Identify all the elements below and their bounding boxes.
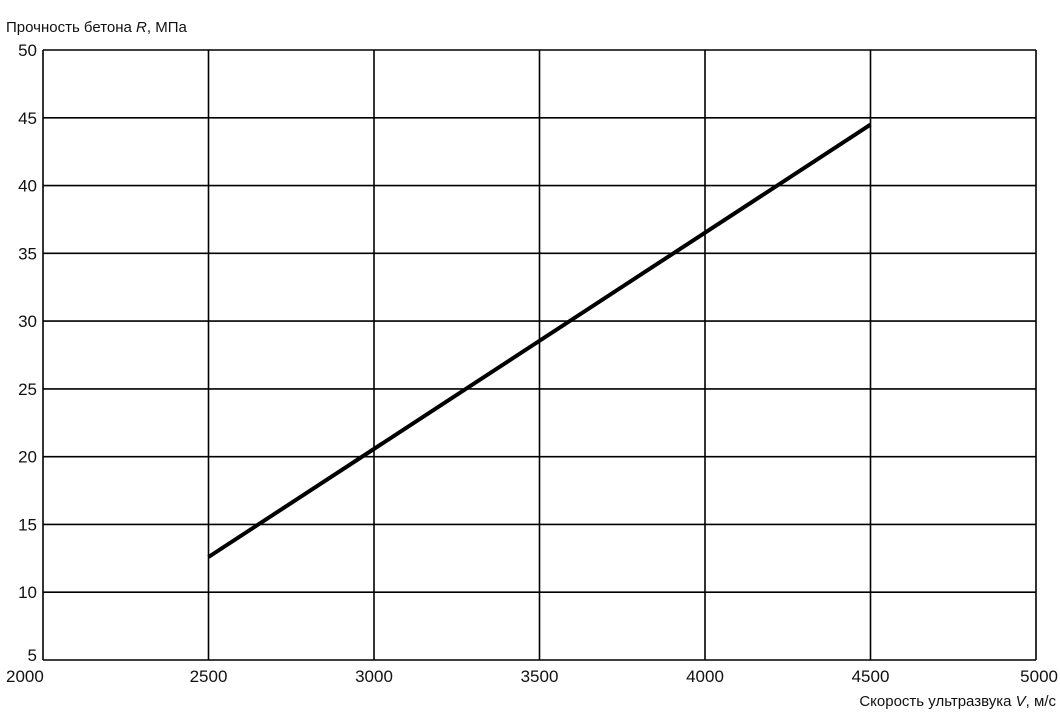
- series-layer: [207, 122, 872, 559]
- x-axis-title: Скорость ультразвука V, м/с: [859, 693, 1056, 710]
- x-tick-label: 2500: [190, 667, 228, 686]
- x-tick-label: 5000: [1020, 667, 1058, 686]
- y-axis-title: Прочность бетона R, МПа: [6, 19, 188, 36]
- y-tick-label: 5: [28, 646, 37, 665]
- x-tick-label: 4000: [686, 667, 724, 686]
- grid: [42, 49, 1037, 661]
- x-tick-label: 3500: [521, 667, 559, 686]
- series-line: [207, 122, 872, 559]
- x-tick-label: 3000: [355, 667, 393, 686]
- x-tick-label: 2000: [6, 667, 44, 686]
- y-tick-label: 40: [18, 177, 37, 196]
- y-tick-label: 10: [18, 583, 37, 602]
- y-tick-label: 35: [18, 244, 37, 263]
- y-tick-label: 20: [18, 448, 37, 467]
- tick-labels: 2000 2500 3000 3500 4000 4500 5000 5 10 15 20 25 30 3…: [6, 41, 1058, 686]
- x-tick-label: 4500: [852, 667, 890, 686]
- y-tick-label: 45: [18, 109, 37, 128]
- y-tick-label: 30: [18, 312, 37, 331]
- y-tick-label: 25: [18, 380, 37, 399]
- y-tick-label: 50: [18, 41, 37, 60]
- y-tick-label: 15: [18, 515, 37, 534]
